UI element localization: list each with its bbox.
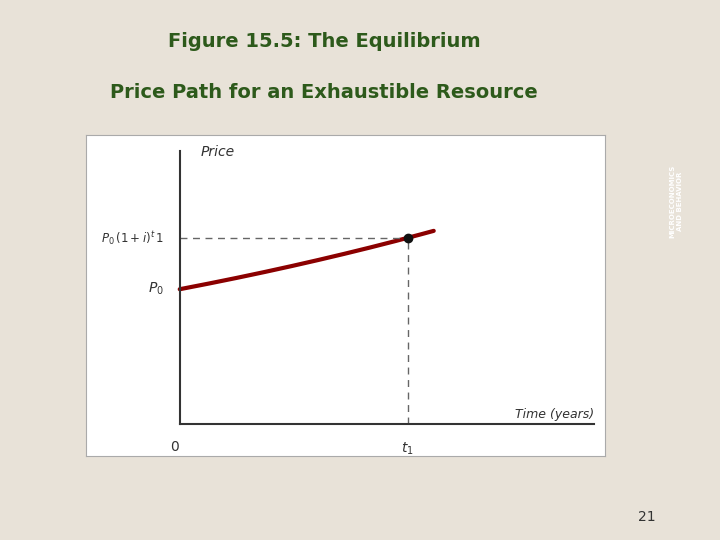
Text: 0: 0 — [170, 440, 179, 454]
Text: Price Path for an Exhaustible Resource: Price Path for an Exhaustible Resource — [110, 83, 538, 102]
Text: $t_1$: $t_1$ — [402, 440, 414, 457]
Text: $P_0\,(1+i)^t\,1$: $P_0\,(1+i)^t\,1$ — [102, 229, 164, 247]
Text: 21: 21 — [638, 510, 655, 524]
Text: $P_0$: $P_0$ — [148, 281, 164, 298]
Text: Figure 15.5: The Equilibrium: Figure 15.5: The Equilibrium — [168, 32, 480, 51]
Text: Price: Price — [200, 145, 235, 159]
Text: Time (years): Time (years) — [516, 408, 595, 421]
Text: MICROECONOMICS
AND BEHAVIOR: MICROECONOMICS AND BEHAVIOR — [670, 165, 683, 238]
